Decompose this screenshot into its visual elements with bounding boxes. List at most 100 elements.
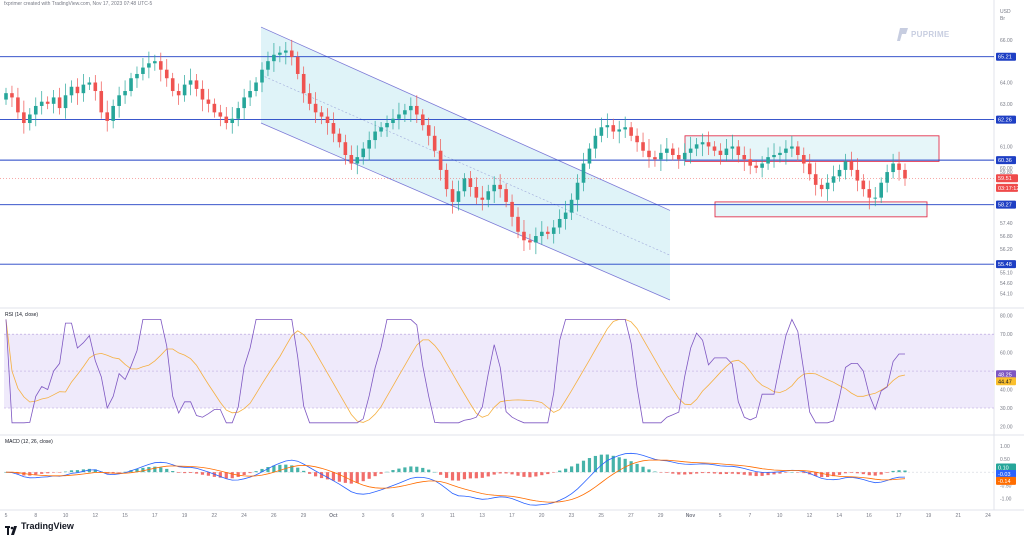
rsi-tick-label: 20.00 xyxy=(1000,424,1013,430)
candle-body xyxy=(194,80,199,89)
candle-body xyxy=(724,148,729,155)
time-tick-label: 20 xyxy=(539,513,545,519)
candle-body xyxy=(242,97,246,109)
macd-histogram-bar xyxy=(718,472,723,475)
macd-histogram-bar xyxy=(629,461,633,473)
time-tick-label: 29 xyxy=(658,513,664,519)
macd-tick-label: -0.50 xyxy=(1000,483,1012,489)
macd-histogram-bar xyxy=(534,472,538,477)
macd-histogram-bar xyxy=(308,472,312,474)
rsi-line xyxy=(5,318,905,424)
candle-body xyxy=(885,172,889,183)
candle-body xyxy=(468,178,473,187)
candle-body xyxy=(87,82,92,85)
price-tick-label: 54.10 xyxy=(1000,292,1013,298)
candle-body xyxy=(147,63,151,68)
macd-histogram-bar xyxy=(266,467,270,473)
macd-histogram-bar xyxy=(820,472,824,478)
time-tick-label: 5 xyxy=(5,513,8,519)
macd-histogram-bar xyxy=(546,472,550,475)
candle-body xyxy=(522,231,526,241)
macd-histogram-bar xyxy=(831,472,836,477)
macd-histogram xyxy=(4,454,907,484)
price-tick-label: 63.00 xyxy=(1000,102,1013,108)
time-tick-label: 24 xyxy=(241,513,247,519)
candle-body xyxy=(837,169,842,177)
level-price-tag xyxy=(996,156,1016,165)
price-tick-label: 56.80 xyxy=(1000,234,1013,240)
macd-histogram-bar xyxy=(575,463,580,473)
candle-body xyxy=(331,123,336,134)
rsi-readout-label: 48.25 xyxy=(998,372,1012,378)
candle-body xyxy=(736,146,741,155)
candle-body xyxy=(135,73,139,79)
candle-body xyxy=(528,240,532,243)
candle-body xyxy=(373,131,377,141)
macd-histogram-bar xyxy=(903,470,907,473)
channel-lower-line xyxy=(260,122,671,301)
candle-body xyxy=(480,197,485,200)
macd-histogram-bar xyxy=(355,472,359,483)
macd-histogram-bar xyxy=(200,472,205,475)
candle-body xyxy=(141,67,145,74)
macd-histogram-bar xyxy=(689,472,693,475)
candle-body xyxy=(813,174,818,185)
price-tick-label: 57.40 xyxy=(1000,221,1013,227)
candle-body xyxy=(420,114,425,126)
candle-body xyxy=(325,116,330,124)
macd-histogram-bar xyxy=(444,472,449,478)
time-tick-label: 19 xyxy=(926,513,932,519)
macd-histogram-bar xyxy=(706,472,711,474)
candle-body xyxy=(63,95,68,109)
price-tick-label: 64.00 xyxy=(1000,81,1013,87)
macd-histogram-bar xyxy=(790,472,794,473)
candle-body xyxy=(248,91,252,98)
candle-body xyxy=(831,176,836,183)
candle-body xyxy=(867,189,872,198)
candle-body xyxy=(224,116,229,124)
rsi-readout-label: 44.47 xyxy=(998,379,1012,385)
candle-body xyxy=(551,227,556,234)
macd-histogram-bar xyxy=(117,472,121,473)
candle-body xyxy=(545,231,550,234)
macd-histogram-bar xyxy=(748,472,752,476)
macd-histogram-bar xyxy=(659,472,663,473)
candle-body xyxy=(432,135,437,151)
candle-body xyxy=(397,114,401,119)
macd-histogram-bar xyxy=(57,472,62,473)
macd-histogram-bar xyxy=(40,472,44,474)
macd-histogram-bar xyxy=(230,472,234,479)
candle-body xyxy=(498,184,502,190)
macd-histogram-bar xyxy=(599,454,603,473)
time-tick-label: 12 xyxy=(92,513,98,519)
macd-histogram-bar xyxy=(439,472,443,475)
candle-body xyxy=(10,93,14,98)
macd-histogram-bar xyxy=(885,472,889,473)
price-tick-label: 55.10 xyxy=(1000,270,1013,276)
candle-body xyxy=(557,218,562,228)
candle-body xyxy=(825,182,830,190)
candle-body xyxy=(653,157,657,160)
macd-histogram-bar xyxy=(183,472,187,474)
candle-body xyxy=(57,97,62,109)
candle-body xyxy=(379,127,383,132)
current-price-label: 03:17:12 xyxy=(998,186,1019,192)
macd-histogram-bar xyxy=(700,472,705,474)
candle-body xyxy=(617,129,622,132)
macd-histogram-bar xyxy=(427,469,431,473)
candle-body xyxy=(39,101,44,106)
candle-body xyxy=(355,157,360,164)
rsi-readout-tag xyxy=(996,370,1016,379)
macd-histogram-bar xyxy=(367,472,371,479)
candle-body xyxy=(807,163,812,175)
price-tick-label: 66.00 xyxy=(1000,38,1013,44)
macd-histogram-bar xyxy=(462,472,467,480)
candle-body xyxy=(16,97,20,113)
candle-body xyxy=(188,80,193,85)
macd-readout-label: -0.03 xyxy=(998,472,1011,478)
candle-body xyxy=(99,91,104,113)
macd-histogram-bar xyxy=(123,471,127,473)
candle-body xyxy=(504,189,508,202)
macd-histogram-bar xyxy=(683,472,687,475)
